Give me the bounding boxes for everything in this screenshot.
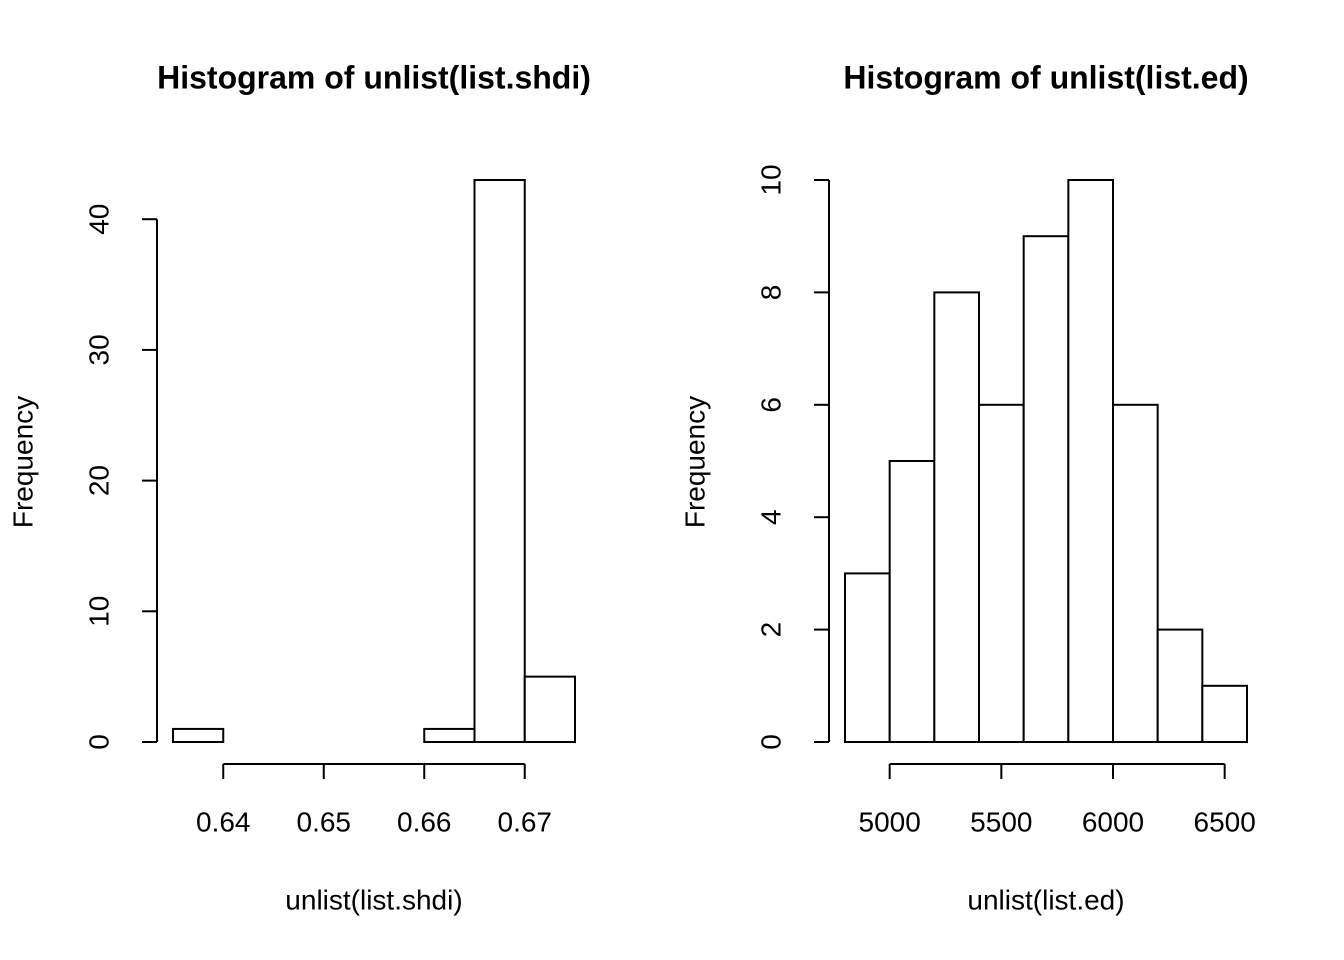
y-tick-label: 0 — [83, 734, 114, 750]
y-tick-label: 10 — [755, 164, 786, 195]
x-tick-label: 5000 — [859, 806, 921, 837]
bar — [172, 727, 225, 744]
x-tick-label: 0.67 — [498, 806, 553, 837]
y-tick-label: 0 — [755, 734, 786, 750]
y-tick-label: 40 — [83, 204, 114, 235]
bar — [978, 403, 1025, 743]
x-tick-label: 5500 — [970, 806, 1032, 837]
bar — [933, 291, 980, 743]
bar — [423, 727, 476, 744]
chart-title: Histogram of unlist(list.ed) — [843, 59, 1248, 95]
y-tick-label: 2 — [755, 622, 786, 638]
bar — [888, 460, 936, 743]
y-tick-label: 10 — [83, 596, 114, 627]
x-tick-label: 6500 — [1194, 806, 1256, 837]
x-axis-label: unlist(list.shdi) — [285, 884, 462, 915]
bar — [1112, 403, 1159, 743]
bar — [1022, 235, 1070, 743]
y-axis-label: Frequency — [679, 396, 710, 528]
bar — [473, 179, 526, 743]
x-tick-label: 0.66 — [397, 806, 452, 837]
bar — [1201, 684, 1249, 743]
x-tick-label: 0.64 — [196, 806, 251, 837]
y-tick-label: 8 — [755, 285, 786, 301]
y-tick-label: 30 — [83, 334, 114, 365]
x-axis-label: unlist(list.ed) — [967, 884, 1124, 915]
bar — [1067, 179, 1115, 743]
y-tick-label: 4 — [755, 509, 786, 525]
bar — [523, 675, 576, 744]
bar — [844, 572, 891, 744]
x-tick-label: 6000 — [1082, 806, 1144, 837]
y-tick-label: 20 — [83, 465, 114, 496]
bar — [1156, 628, 1204, 743]
chart-title: Histogram of unlist(list.shdi) — [157, 59, 591, 95]
x-tick-label: 0.65 — [297, 806, 352, 837]
y-tick-label: 6 — [755, 397, 786, 413]
y-axis-label: Frequency — [7, 396, 38, 528]
